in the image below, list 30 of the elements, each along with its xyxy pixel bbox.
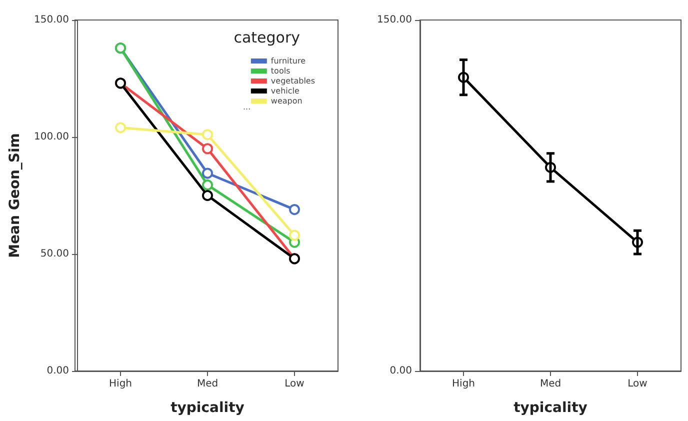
y-tick-label: 50.00 [40,248,69,260]
y-tick-label: 0.00 [46,366,69,376]
x-tick-label: Low [628,378,648,390]
point [202,168,213,179]
point [202,190,213,201]
x-tick-label: Med [540,378,562,390]
x-tick-label: Low [284,378,304,390]
point [289,230,300,241]
x-axis-title: typicality [170,400,244,416]
y-tick-label: 150.00 [377,14,412,26]
point [202,129,213,140]
y-axis-title: Mean Geon_Sim [7,133,23,258]
x-axis-title: typicality [514,400,588,416]
legend-title: category [234,28,300,46]
point [202,179,213,190]
legend-label: vehicle [270,86,300,96]
y-tick-label: 0.00 [390,366,412,376]
x-tick-label: High [109,378,132,390]
point [289,204,300,216]
legend-label: vegetables [270,76,316,86]
annotation: ... [243,102,251,112]
y-tick-label: 150.00 [34,14,69,26]
point [115,122,126,134]
x-tick-label: High [452,378,475,390]
y-tick-label: 100.00 [34,132,69,142]
legend-label: weapon [270,96,302,106]
legend-label: tools [270,66,290,76]
x-tick-label: Med [196,378,218,390]
point [202,143,213,154]
legend-label: furniture [270,56,306,66]
